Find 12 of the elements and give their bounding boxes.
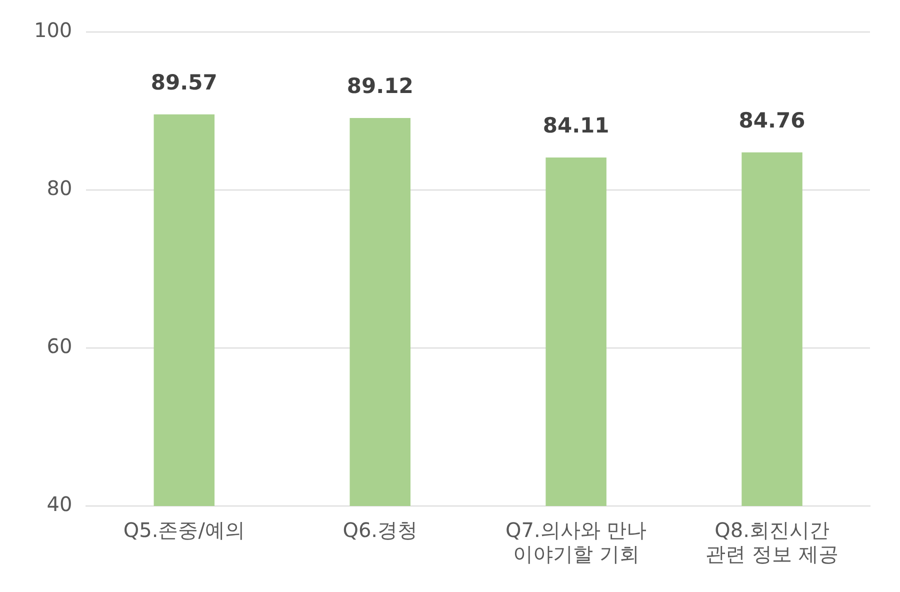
y-tick-label: 80 bbox=[46, 176, 72, 200]
x-tick-label: Q7.의사와 만나 이야기할 기회 bbox=[505, 518, 647, 566]
y-tick-label: 100 bbox=[34, 18, 72, 42]
data-label: 84.11 bbox=[542, 113, 610, 138]
y-tick-label: 60 bbox=[46, 334, 72, 358]
data-label: 84.76 bbox=[738, 108, 806, 132]
y-tick-label: 40 bbox=[46, 492, 72, 516]
data-label: 89.12 bbox=[346, 74, 414, 98]
x-tick-label: Q8.회진시간 관련 정보 제공 bbox=[706, 518, 838, 566]
data-label: 89.57 bbox=[150, 70, 218, 94]
x-tick-label: Q6.경청 bbox=[342, 518, 418, 542]
x-tick-label: Q5.존중/예의 bbox=[123, 518, 245, 542]
